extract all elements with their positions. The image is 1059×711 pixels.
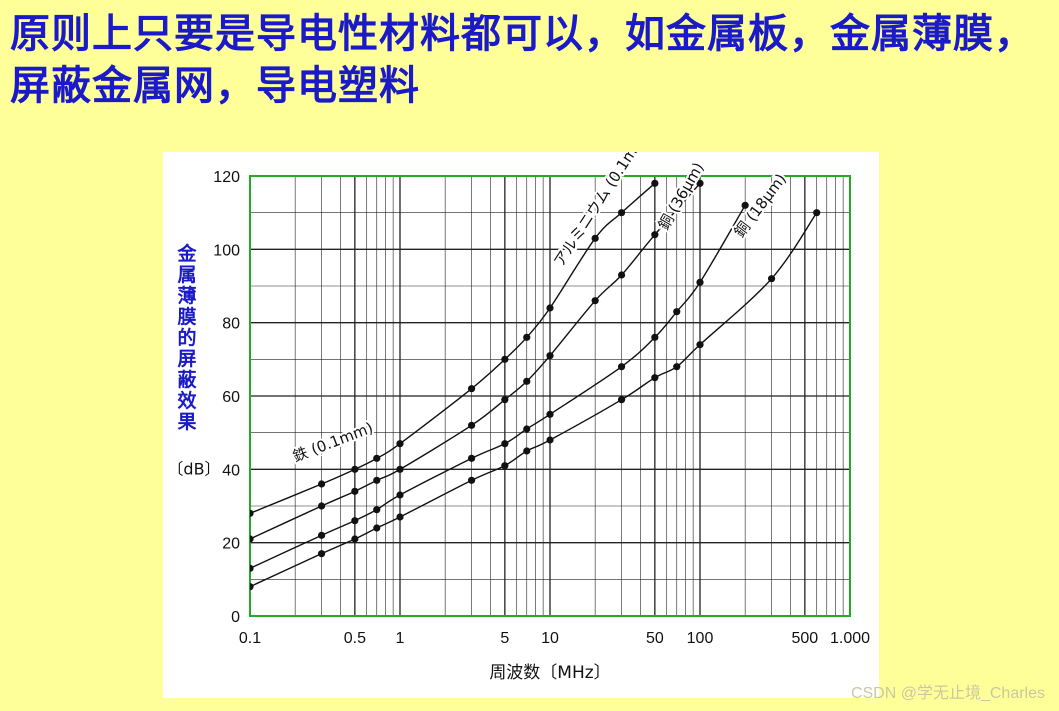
- y-tick-label: 60: [222, 389, 240, 406]
- data-point: [396, 513, 404, 521]
- x-tick-label: 100: [687, 630, 714, 647]
- data-point: [351, 487, 359, 495]
- data-point: [373, 476, 381, 484]
- data-point: [501, 396, 509, 404]
- data-point: [651, 179, 659, 187]
- y-tick-label: 40: [222, 462, 240, 479]
- x-tick-label: 0.5: [344, 630, 366, 647]
- data-point: [317, 550, 326, 558]
- series-label: アルミニウム (0.1mm): [550, 152, 652, 270]
- data-point: [523, 425, 531, 433]
- y-axis-unit: 〔dB〕: [167, 459, 220, 478]
- data-point: [651, 333, 659, 341]
- y-tick-label: 80: [222, 316, 240, 333]
- data-point: [351, 465, 359, 473]
- data-point: [651, 374, 659, 382]
- y-tick-label: 120: [213, 169, 240, 186]
- series-line: [250, 212, 818, 588]
- data-point: [250, 564, 254, 572]
- data-point: [696, 179, 704, 187]
- data-point: [673, 308, 681, 316]
- x-tick-label: 1.000: [830, 630, 870, 647]
- data-point: [741, 201, 749, 209]
- data-point: [467, 421, 476, 429]
- data-point: [617, 271, 626, 279]
- data-point: [373, 454, 381, 462]
- data-point: [617, 209, 626, 217]
- data-point: [351, 517, 359, 525]
- data-point: [673, 363, 681, 371]
- x-axis-label: 周波数〔MHz〕: [489, 663, 610, 683]
- data-point: [546, 436, 554, 444]
- data-point: [813, 209, 821, 217]
- data-point: [523, 447, 531, 455]
- y-tick-label: 20: [222, 536, 240, 553]
- data-point: [523, 377, 531, 385]
- x-tick-label: 500: [791, 630, 818, 647]
- y-tick-label: 100: [213, 242, 240, 259]
- data-point: [351, 535, 359, 543]
- data-point: [651, 231, 659, 239]
- series-label: 銅 (18μm): [731, 170, 790, 241]
- data-point: [523, 333, 531, 341]
- series-label: 鉄 (0.1mm): [290, 419, 375, 466]
- data-point: [373, 524, 381, 532]
- x-tick-label: 10: [541, 630, 559, 647]
- x-tick-label: 0.1: [239, 630, 261, 647]
- data-point: [501, 462, 509, 470]
- x-tick-label: 1: [396, 630, 405, 647]
- data-point: [317, 480, 326, 488]
- data-point: [546, 352, 554, 360]
- data-point: [591, 297, 599, 305]
- shielding-chart: 金属薄膜的屏蔽效果 0.1 0.5 1 5 10 50 100 500 1.000 0 20 40 60…: [163, 152, 879, 698]
- data-point: [501, 355, 509, 363]
- data-point: [250, 583, 254, 591]
- data-point: [467, 476, 476, 484]
- data-point: [696, 278, 704, 286]
- data-point: [617, 396, 626, 404]
- y-tick-label: 0: [231, 609, 240, 626]
- grid-lines: [249, 175, 850, 617]
- data-point: [767, 275, 776, 283]
- series-4: [250, 209, 821, 591]
- chart-canvas: 0.1 0.5 1 5 10 50 100 500 1.000 0 20 40 60 80 100 120 周波…: [167, 152, 870, 683]
- x-tick-label: 5: [500, 630, 509, 647]
- plot-frame: [249, 175, 851, 617]
- data-point: [250, 509, 254, 517]
- data-point: [373, 506, 381, 514]
- data-point: [501, 440, 509, 448]
- data-point: [467, 454, 476, 462]
- x-tick-label: 50: [646, 630, 664, 647]
- series-line: [250, 204, 746, 569]
- data-point: [617, 363, 626, 371]
- data-point: [546, 304, 554, 312]
- data-point: [396, 440, 404, 448]
- y-axis-label: 金属薄膜的屏蔽效果: [177, 243, 197, 433]
- data-point: [467, 385, 476, 393]
- series-3: [250, 201, 749, 572]
- series-1: [250, 179, 659, 517]
- data-point: [317, 531, 326, 539]
- series-2: [250, 179, 704, 543]
- slide-headline: 原则上只要是导电性材料都可以，如金属板，金属薄膜，屏蔽金属网，导电塑料: [10, 11, 1035, 109]
- data-point: [696, 341, 704, 349]
- series-line: [250, 182, 656, 514]
- data-point: [396, 491, 404, 499]
- data-point: [250, 535, 254, 543]
- data-point: [396, 465, 404, 473]
- data-point: [591, 234, 599, 242]
- data-point: [317, 502, 326, 510]
- data-point: [546, 410, 554, 418]
- watermark: CSDN @学无止境_Charles: [850, 685, 1045, 702]
